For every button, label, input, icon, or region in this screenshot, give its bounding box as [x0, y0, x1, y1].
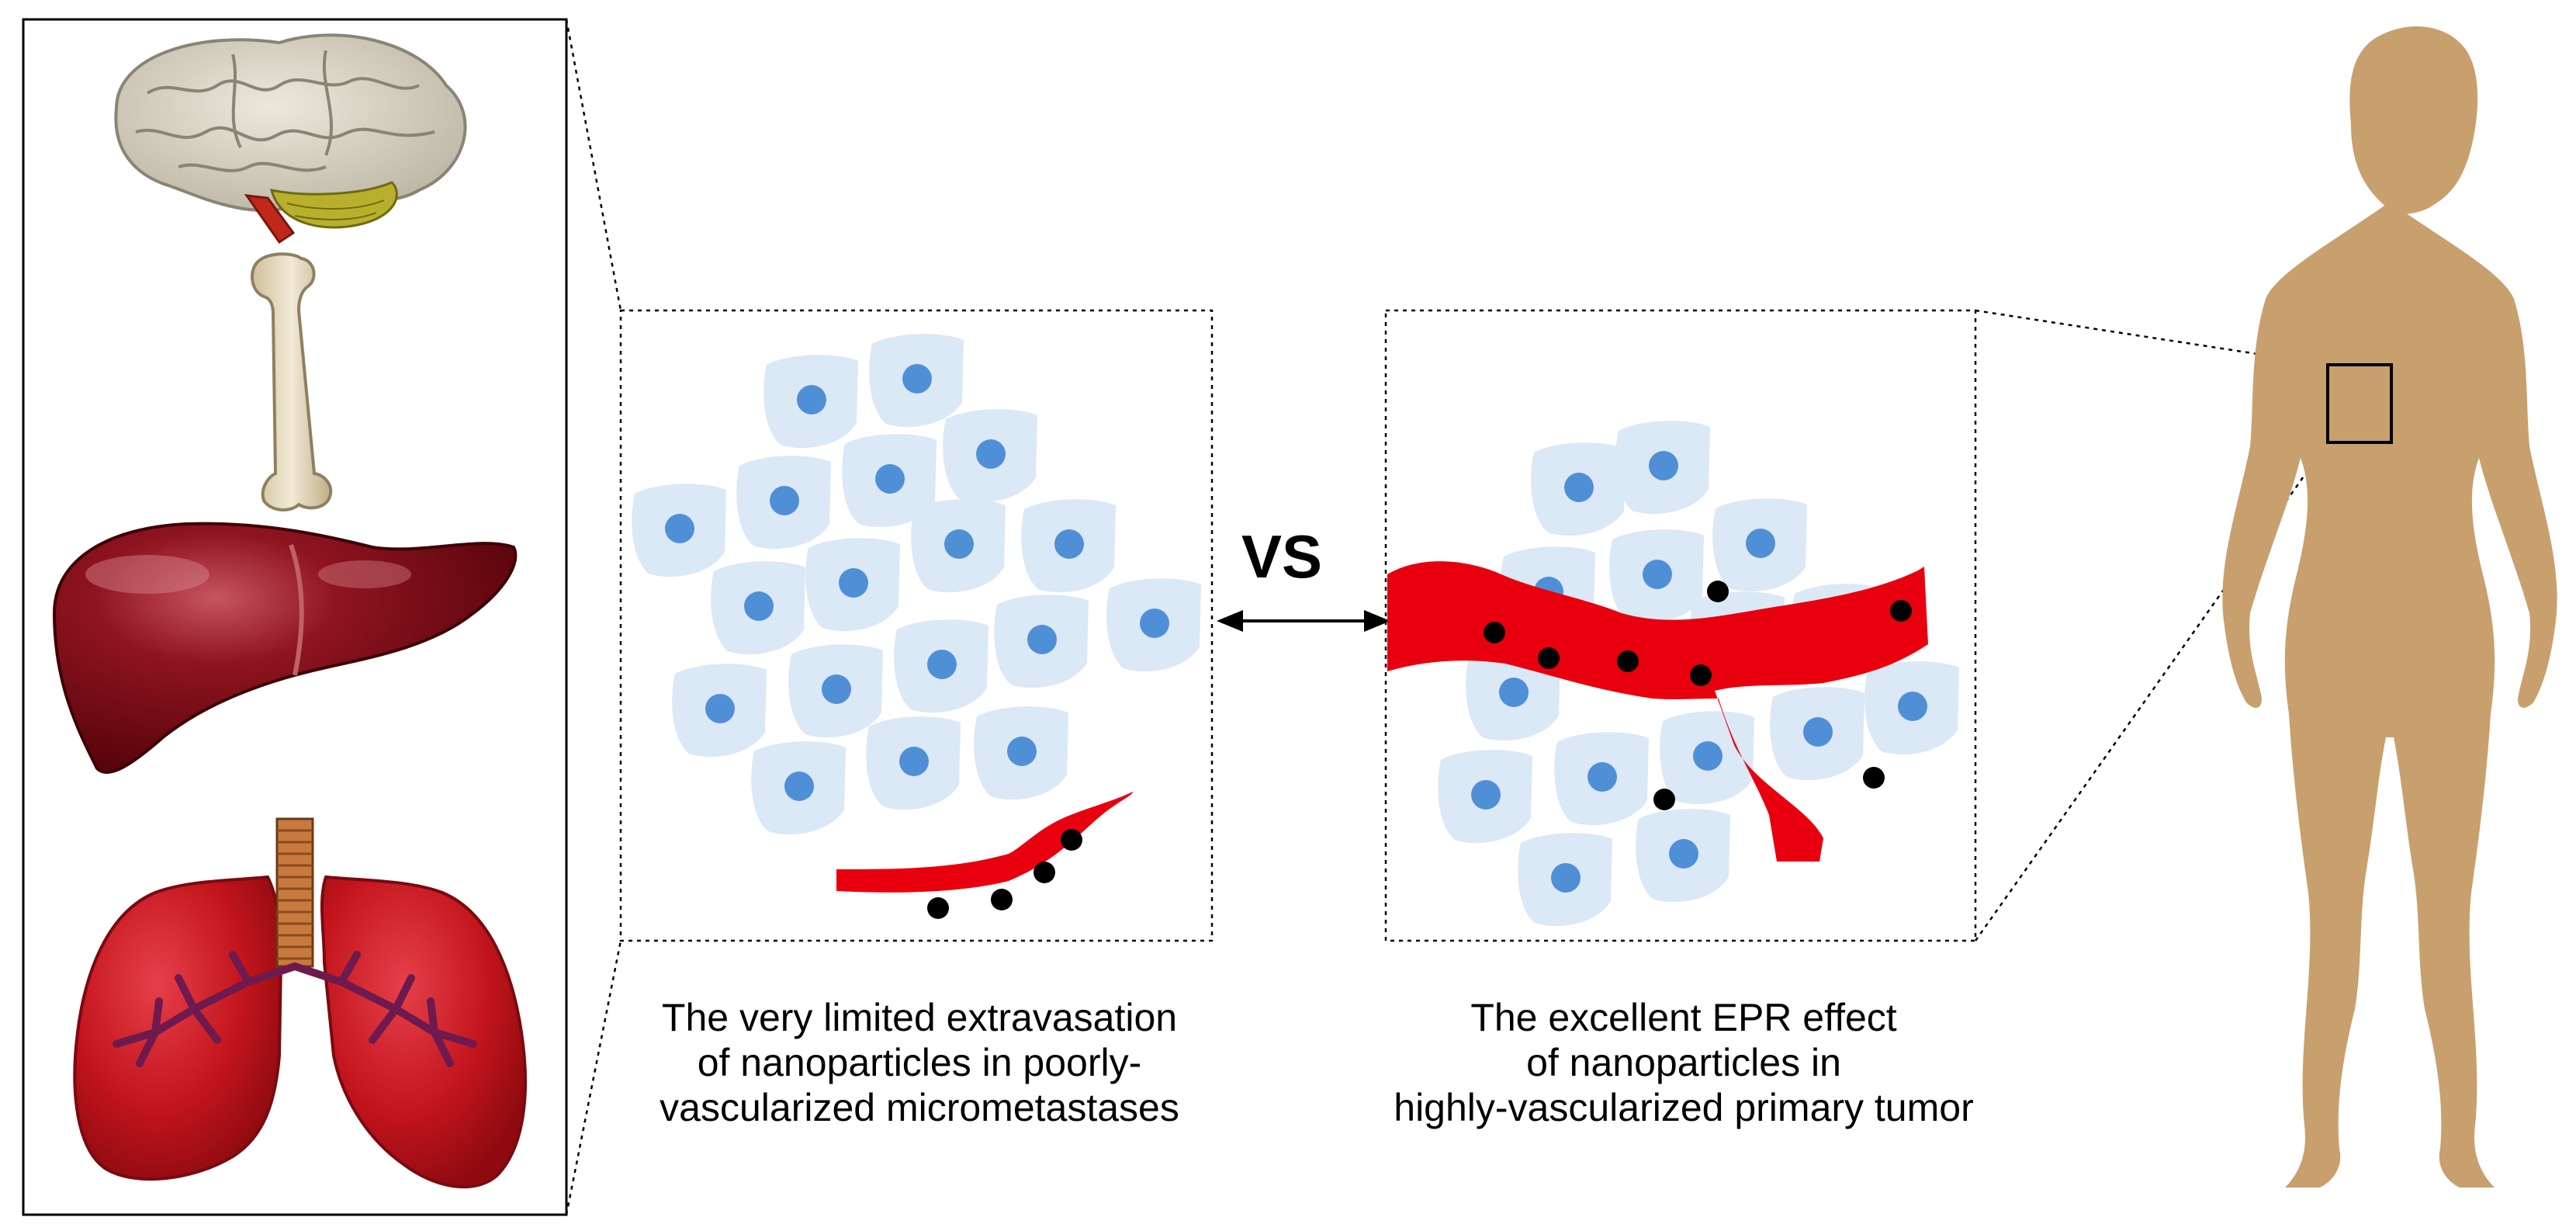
cell-icon	[1531, 442, 1626, 536]
head-shape	[2349, 26, 2478, 214]
cell-icon	[1021, 499, 1116, 593]
micrometastasis-vessel	[836, 792, 1133, 893]
cell-icon	[1615, 421, 1710, 515]
cell-icon	[994, 595, 1089, 688]
liver-icon	[52, 522, 518, 774]
cell-icon	[736, 456, 831, 550]
cell-icon	[711, 561, 805, 655]
cell-icon	[1636, 809, 1730, 903]
cell-icon	[894, 619, 989, 713]
cell-icon	[672, 664, 767, 758]
primary-tumor-panel-border	[1384, 309, 1977, 942]
primary-tumor-vessel-main	[1387, 561, 1928, 862]
cell-icon	[866, 716, 961, 810]
cell-icon	[763, 355, 858, 449]
micrometastasis-panel-border	[619, 309, 1214, 942]
human-silhouette	[2222, 26, 2557, 1188]
primary-tumor-vessel	[1387, 561, 1928, 862]
cell-icon	[1554, 732, 1649, 826]
cell-icon	[869, 334, 964, 428]
cell-icon	[751, 741, 846, 835]
nanoparticle	[1061, 829, 1082, 851]
zoom-line-bottom-left	[565, 940, 622, 1215]
nanoparticle	[1707, 581, 1729, 602]
left-caption-line: of nanoparticles in poorly-	[697, 1041, 1142, 1084]
nanoparticle	[1653, 789, 1675, 810]
cell-icon	[1106, 578, 1201, 672]
cell-icon	[1770, 687, 1864, 781]
cell-icon	[1660, 711, 1754, 805]
cell-icon	[1609, 529, 1704, 623]
nanoparticle	[1617, 650, 1639, 672]
nanoparticle	[1690, 664, 1712, 686]
bone-icon	[250, 252, 333, 511]
nanoparticle	[1034, 862, 1055, 883]
cell-icon	[911, 499, 1006, 593]
lungs-icon	[73, 817, 528, 1189]
left-caption: The very limited extravasation of nanopa…	[625, 995, 1214, 1130]
nanoparticle	[1863, 767, 1885, 789]
cell-icon	[974, 706, 1068, 800]
organ-panel-border	[22, 18, 568, 1216]
micrometastasis-cells	[632, 334, 1201, 835]
cell-icon	[1712, 498, 1807, 592]
primary-tumor-nanoparticles	[1484, 581, 1912, 810]
right-caption-line: highly-vascularized primary tumor	[1394, 1086, 1974, 1129]
cell-icon	[842, 434, 937, 528]
nanoparticle	[1890, 600, 1912, 622]
micrometastasis-panel	[619, 309, 1214, 942]
cell-icon	[1864, 661, 1959, 755]
left-caption-line: vascularized micrometastases	[660, 1086, 1179, 1129]
brain-icon	[114, 33, 467, 244]
right-caption-line: The excellent EPR effect	[1470, 996, 1897, 1039]
tumor-location-box	[2326, 363, 2393, 444]
cell-icon	[943, 409, 1037, 503]
nanoparticle	[1484, 622, 1505, 643]
cell-icon	[788, 644, 883, 738]
vs-label: VS	[1241, 522, 1323, 591]
cell-icon	[1518, 833, 1612, 927]
primary-tumor-panel	[1384, 309, 1977, 942]
cell-icon	[1438, 750, 1532, 844]
zoom-line-top-left	[565, 19, 622, 311]
micrometastasis-nanoparticles	[927, 829, 1082, 919]
cell-icon	[632, 484, 726, 577]
nanoparticle	[1538, 647, 1560, 669]
arrowhead-left-icon	[1217, 610, 1243, 632]
cell-icon	[805, 538, 900, 632]
left-caption-line: The very limited extravasation	[661, 996, 1178, 1039]
right-caption-line: of nanoparticles in	[1526, 1041, 1841, 1084]
right-caption: The excellent EPR effect of nanoparticle…	[1381, 995, 1986, 1130]
nanoparticle	[927, 897, 949, 919]
organ-panel	[22, 18, 568, 1216]
arrowhead-right-icon	[1364, 610, 1390, 632]
zoom-lines	[565, 19, 2329, 1215]
body-shape	[2222, 93, 2557, 1188]
comparison-arrow	[1217, 610, 1390, 632]
nanoparticle	[991, 889, 1013, 910]
